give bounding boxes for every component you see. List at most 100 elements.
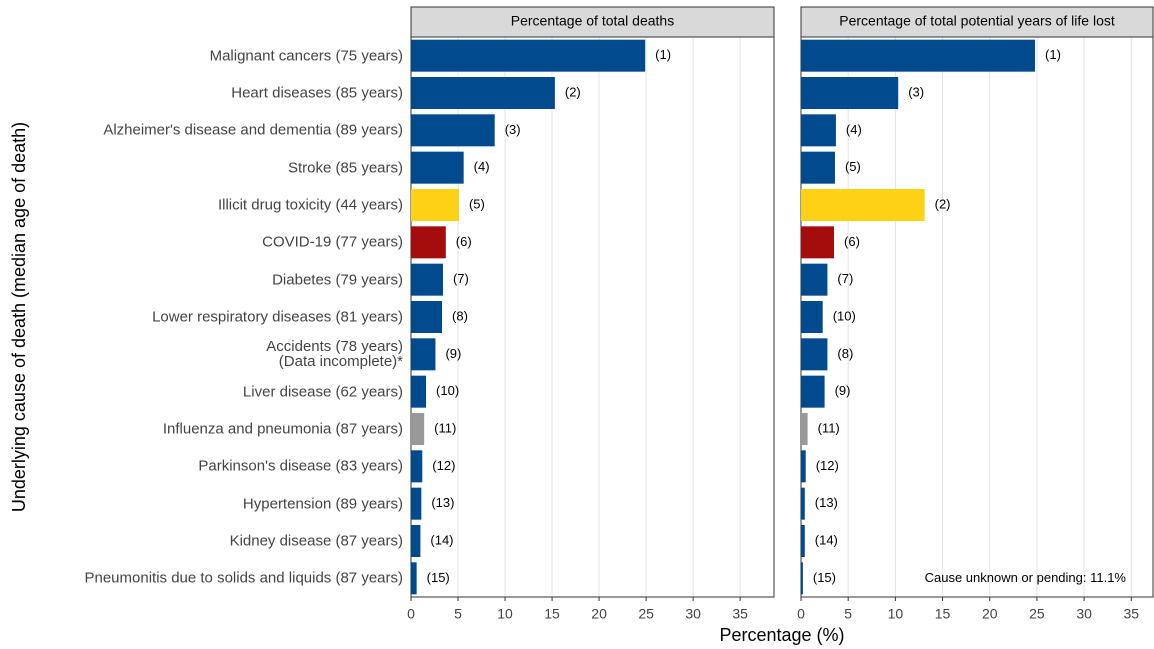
x-tick-label: 20 [982,606,998,622]
x-tick-label: 30 [685,606,701,622]
x-tick-label: 35 [1124,606,1140,622]
rank-label: (6) [456,234,472,249]
bar [411,39,646,72]
rank-label: (10) [436,383,459,398]
bar [411,525,421,557]
rank-label: (5) [469,196,485,211]
y-tick-label: Pneumonitis due to solids and liquids (8… [84,569,403,587]
y-tick-label: Parkinson's disease (83 years) [198,457,403,475]
bar [801,114,836,147]
panel-strip [410,6,775,38]
y-tick-label: Heart diseases (85 years) [231,84,403,102]
bar [411,375,427,408]
rank-label: (1) [655,47,671,62]
rank-label: (10) [833,308,856,323]
rank-label: (4) [474,159,490,174]
panel-title: Percentage of total potential years of l… [839,13,1115,29]
x-tick-label: 35 [732,606,748,622]
rank-label: (8) [452,308,468,323]
y-tick-label: Malignant cancers (75 years) [209,47,403,65]
rank-label: (3) [505,122,521,137]
x-tick-label: 10 [888,606,904,622]
x-axis-title: Percentage (%) [719,625,844,645]
rank-label: (4) [846,122,862,137]
rank-label: (14) [815,532,838,547]
y-tick-label: Influenza and pneumonia (87 years) [162,420,403,438]
bar [801,562,803,595]
rank-label: (2) [935,196,951,211]
rank-label: (7) [453,271,469,286]
y-axis-title: Underlying cause of death (median age of… [9,122,29,512]
y-tick-label: Illicit drug toxicity (44 years) [217,196,403,214]
rank-label: (9) [445,346,461,361]
x-tick-label: 5 [454,606,462,622]
bar [411,301,443,333]
bar [801,226,835,259]
x-tick-label: 20 [591,606,607,622]
bar [801,77,899,109]
bar [411,77,555,109]
rank-label: (15) [813,570,836,585]
bar [801,450,806,483]
x-tick-label: 15 [935,606,951,622]
panel-title: Percentage of total deaths [511,13,674,29]
rank-label: (9) [835,383,851,398]
y-tick-label: Kidney disease (87 years) [229,532,403,550]
rank-label: (13) [815,495,838,510]
x-tick-label: 0 [797,606,805,622]
rank-label: (6) [844,234,860,249]
annotation: Cause unknown or pending: 11.1% [925,570,1127,585]
bar [801,263,828,296]
rank-label: (1) [1045,47,1061,62]
bar [411,487,422,520]
rank-label: (7) [837,271,853,286]
y-tick-label: Stroke (85 years) [287,159,403,177]
rank-label: (15) [427,570,450,585]
panel-strip [800,6,1154,38]
x-tick-label: 0 [407,606,415,622]
y-tick-label: Accidents (78 years) (Data incomplete)* [266,338,403,371]
rank-label: (13) [431,495,454,510]
bar [411,413,425,445]
x-tick-label: 10 [497,606,513,622]
x-tick-label: 30 [1076,606,1092,622]
bar [801,413,808,445]
bar [801,338,828,371]
rank-label: (2) [565,84,581,99]
bar [801,525,805,557]
y-tick-label: Lower respiratory diseases (81 years) [152,308,403,326]
bar [411,338,436,371]
bar [411,226,446,259]
bar [411,114,495,147]
y-tick-label: Hypertension (89 years) [242,495,403,513]
bar [801,151,835,184]
rank-label: (3) [908,84,924,99]
bar [411,151,464,184]
bar [411,450,423,483]
rank-label: (12) [816,458,839,473]
rank-label: (12) [432,458,455,473]
rank-label: (5) [845,159,861,174]
bar [801,375,825,408]
y-tick-label: Liver disease (62 years) [242,383,403,401]
bar [411,263,443,296]
bar [411,562,417,595]
x-tick-label: 25 [1029,606,1045,622]
y-tick-label: COVID-19 (77 years) [262,233,403,251]
x-tick-label: 15 [544,606,560,622]
x-tick-label: 5 [844,606,852,622]
bar [801,301,823,333]
rank-label: (11) [434,420,456,435]
rank-label: (14) [430,532,453,547]
rank-label: (11) [818,420,840,435]
bar [801,39,1036,72]
rank-label: (8) [837,346,853,361]
y-tick-label: Diabetes (79 years) [272,271,403,289]
bar [801,487,805,520]
y-tick-label: Alzheimer's disease and dementia (89 yea… [103,121,403,139]
x-tick-label: 25 [638,606,654,622]
bar [411,189,459,221]
bar [801,189,925,221]
